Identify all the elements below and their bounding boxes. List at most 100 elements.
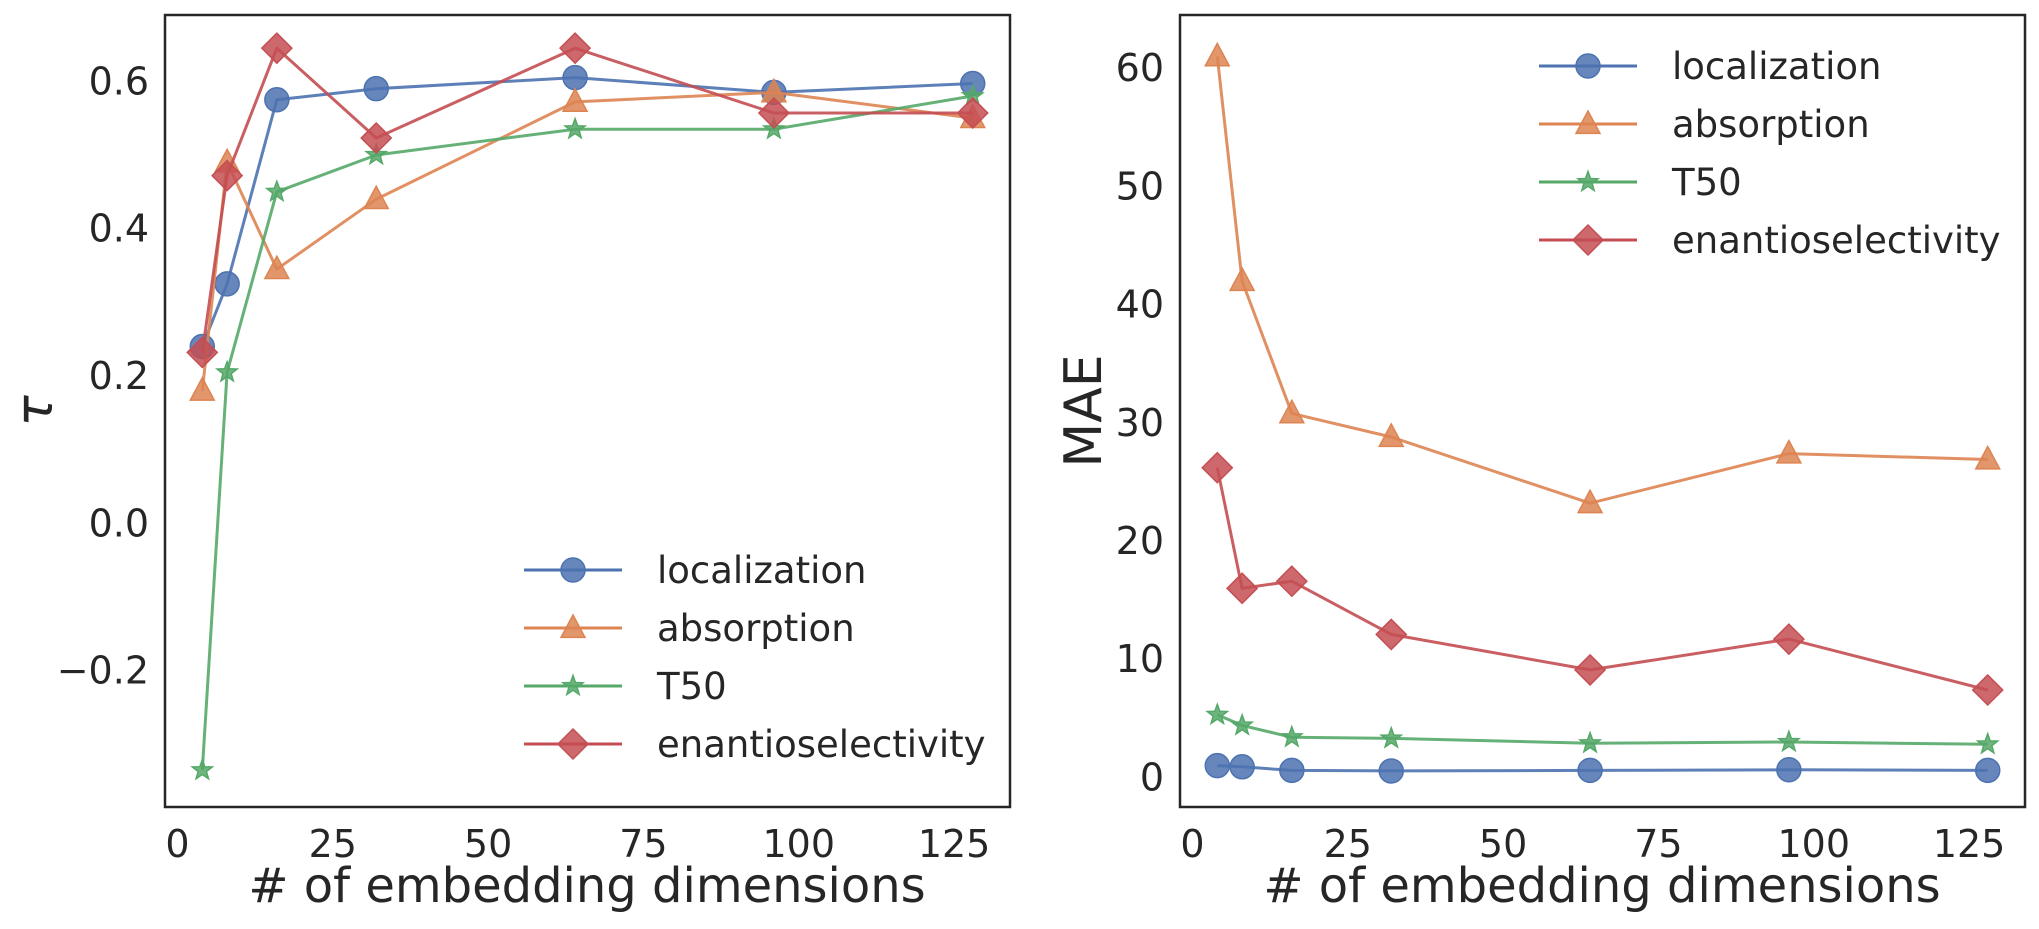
mae-chart-t50-point: [1205, 702, 1230, 726]
tau-chart-legend: localization absorption T50 enantioselectiv…: [524, 549, 986, 766]
mae-chart-localization-point: [1229, 754, 1255, 780]
mae-chart-legend-absorption-marker: [1574, 109, 1602, 135]
tau-chart-marks: [186, 32, 989, 781]
tau-chart-t50-point: [190, 757, 215, 781]
mae-chart-enantioselectivity-point: [1375, 618, 1408, 651]
mae-chart-y-tick-label: 40: [1116, 283, 1164, 327]
mae-chart-t50-point: [1279, 724, 1304, 748]
mae-chart-y-tick-label: 30: [1116, 401, 1164, 445]
tau-chart-x-tick-label: 50: [464, 822, 512, 866]
tau-chart-enantioselectivity-point: [260, 32, 293, 65]
mae-chart-legend-t50-label: T50: [1671, 161, 1742, 204]
tau-chart-y-tick-label: 0.6: [89, 59, 149, 103]
tau-chart-enantioselectivity-point: [186, 336, 219, 369]
tau-chart-enantioselectivity-point: [559, 32, 592, 65]
tau-chart-x-tick-label: 100: [762, 822, 835, 866]
tau-chart-localization-point: [562, 64, 588, 91]
tau-chart-x-tick-label: 0: [165, 822, 189, 866]
tau-chart-legend-enantioselectivity-label: enantioselectivity: [657, 723, 986, 766]
mae-chart-enantioselectivity-point: [1772, 623, 1805, 656]
tau-chart-absorption-point: [561, 87, 589, 113]
mae-chart-y-tick-label: 50: [1116, 164, 1164, 208]
mae-chart-absorption-point: [1228, 266, 1256, 292]
mae-chart-enantioselectivity-point: [1971, 673, 2004, 707]
mae-chart-legend-localization-marker: [1575, 53, 1601, 79]
tau-chart-y-ticks: −0.2 0.0 0.2 0.4 0.6: [57, 59, 149, 692]
mae-chart-t50-point: [1776, 729, 1802, 753]
tau-chart-x-tick-label: 75: [619, 822, 667, 866]
mae-chart-enantioselectivity-point: [1574, 653, 1607, 686]
tau-chart-enantioselectivity-point: [757, 96, 790, 130]
mae-chart-y-tick-label: 60: [1116, 46, 1164, 90]
mae-chart-t50-point: [1577, 730, 1603, 754]
tau-chart-frame: [163, 13, 1012, 809]
tau-chart-x-ticks: 0 25 50 75 100 125: [165, 822, 990, 866]
mae-chart-marks: [1201, 41, 2004, 784]
mae-chart-enantioselectivity-point: [1275, 565, 1308, 598]
tau-chart-y-tick-label: 0.4: [89, 207, 149, 251]
mae-chart-localization-point: [1776, 757, 1802, 783]
tau-chart-legend-t50-marker: [560, 673, 586, 697]
mae-chart-x-ticks: 0 25 50 75 100 125: [1180, 822, 2005, 866]
tau-chart-t50-point: [562, 116, 588, 140]
mae-chart-absorption-point: [1576, 488, 1604, 514]
tau-chart-y-tick-label: −0.2: [57, 649, 149, 693]
tau-chart-localization-point: [363, 75, 389, 102]
tau-chart-t50-point: [264, 179, 289, 203]
mae-chart-t50-point: [1379, 725, 1404, 749]
mae-chart-localization-point: [1204, 752, 1231, 779]
mae-chart-absorption-point: [1278, 398, 1306, 424]
tau-chart-localization-point: [214, 271, 240, 297]
mae-chart-localization-point: [1974, 757, 2001, 784]
tau-chart-localization-point: [264, 86, 290, 113]
mae-chart-localization-point: [1378, 758, 1404, 784]
mae-chart-legend-absorption-label: absorption: [1672, 103, 1870, 146]
mae-chart-frame: [1178, 13, 2027, 809]
mae-chart-x-tick-label: 75: [1634, 822, 1682, 866]
mae-chart-localization-point: [1577, 757, 1603, 784]
mae-chart-y-axis-label: MAE: [1054, 354, 1114, 467]
mae-chart-t50-point: [1975, 731, 2000, 755]
mae-chart-y-tick-label: 10: [1116, 637, 1164, 681]
tau-chart-absorption-point: [263, 254, 291, 280]
mae-chart-x-axis-label: # of embedding dimensions: [1263, 858, 1940, 914]
mae-chart-y-tick-label: 0: [1140, 755, 1164, 799]
tau-chart-enantioselectivity-point: [360, 121, 393, 155]
mae-chart-legend-localization-label: localization: [1672, 45, 1881, 88]
tau-chart-legend-absorption-marker: [559, 613, 587, 639]
mae-chart-absorption-point: [1204, 41, 1231, 67]
tau-chart-legend-localization-label: localization: [657, 549, 866, 592]
tau-chart-x-axis-label: # of embedding dimensions: [248, 858, 925, 914]
mae-chart-absorption-point: [1974, 444, 2001, 470]
tau-chart-legend-absorption-label: absorption: [657, 607, 855, 650]
tau-chart-y-tick-label: 0.2: [89, 354, 149, 398]
mae-chart-x-tick-label: 100: [1777, 822, 1850, 866]
tau-chart-t50-point: [214, 359, 240, 383]
tau-chart-legend-localization-marker: [560, 557, 586, 583]
tau-chart-y-tick-label: 0.0: [89, 501, 149, 545]
tau-chart-absorption-point: [363, 184, 390, 210]
tau-chart-x-tick-label: 25: [309, 822, 357, 866]
mae-chart-x-tick-label: 50: [1479, 822, 1527, 866]
mae-chart-t50-point: [1229, 712, 1255, 736]
tau-chart-legend-t50-label: T50: [656, 665, 727, 708]
tau-chart: 0 25 50 75 100 125 −0.2 0.0 0.2 0.4 0.6 # of embe…: [5, 13, 1012, 914]
tau-chart-enantioselectivity-point: [956, 96, 989, 130]
mae-chart-legend-t50-marker: [1575, 169, 1601, 193]
tau-chart-x-tick-label: 125: [918, 822, 991, 866]
mae-chart-absorption-point: [1775, 438, 1803, 464]
mae-chart-enantioselectivity-point: [1226, 572, 1259, 605]
mae-chart-localization-point: [1279, 757, 1305, 784]
mae-chart-legend: localization absorption T50 enantioselectiv…: [1539, 45, 2001, 262]
mae-chart-x-tick-label: 25: [1324, 822, 1372, 866]
mae-chart-x-tick-label: 0: [1180, 822, 1204, 866]
tau-chart-legend-enantioselectivity-marker: [556, 727, 590, 761]
mae-chart-enantioselectivity-point: [1201, 451, 1234, 484]
tau-chart-y-axis-label: τ: [5, 395, 65, 427]
mae-chart-x-tick-label: 125: [1933, 822, 2006, 866]
mae-chart-y-tick-label: 20: [1116, 519, 1164, 563]
tau-chart-enantioselectivity-point: [211, 159, 244, 192]
tau-chart-absorption-point: [189, 376, 216, 401]
